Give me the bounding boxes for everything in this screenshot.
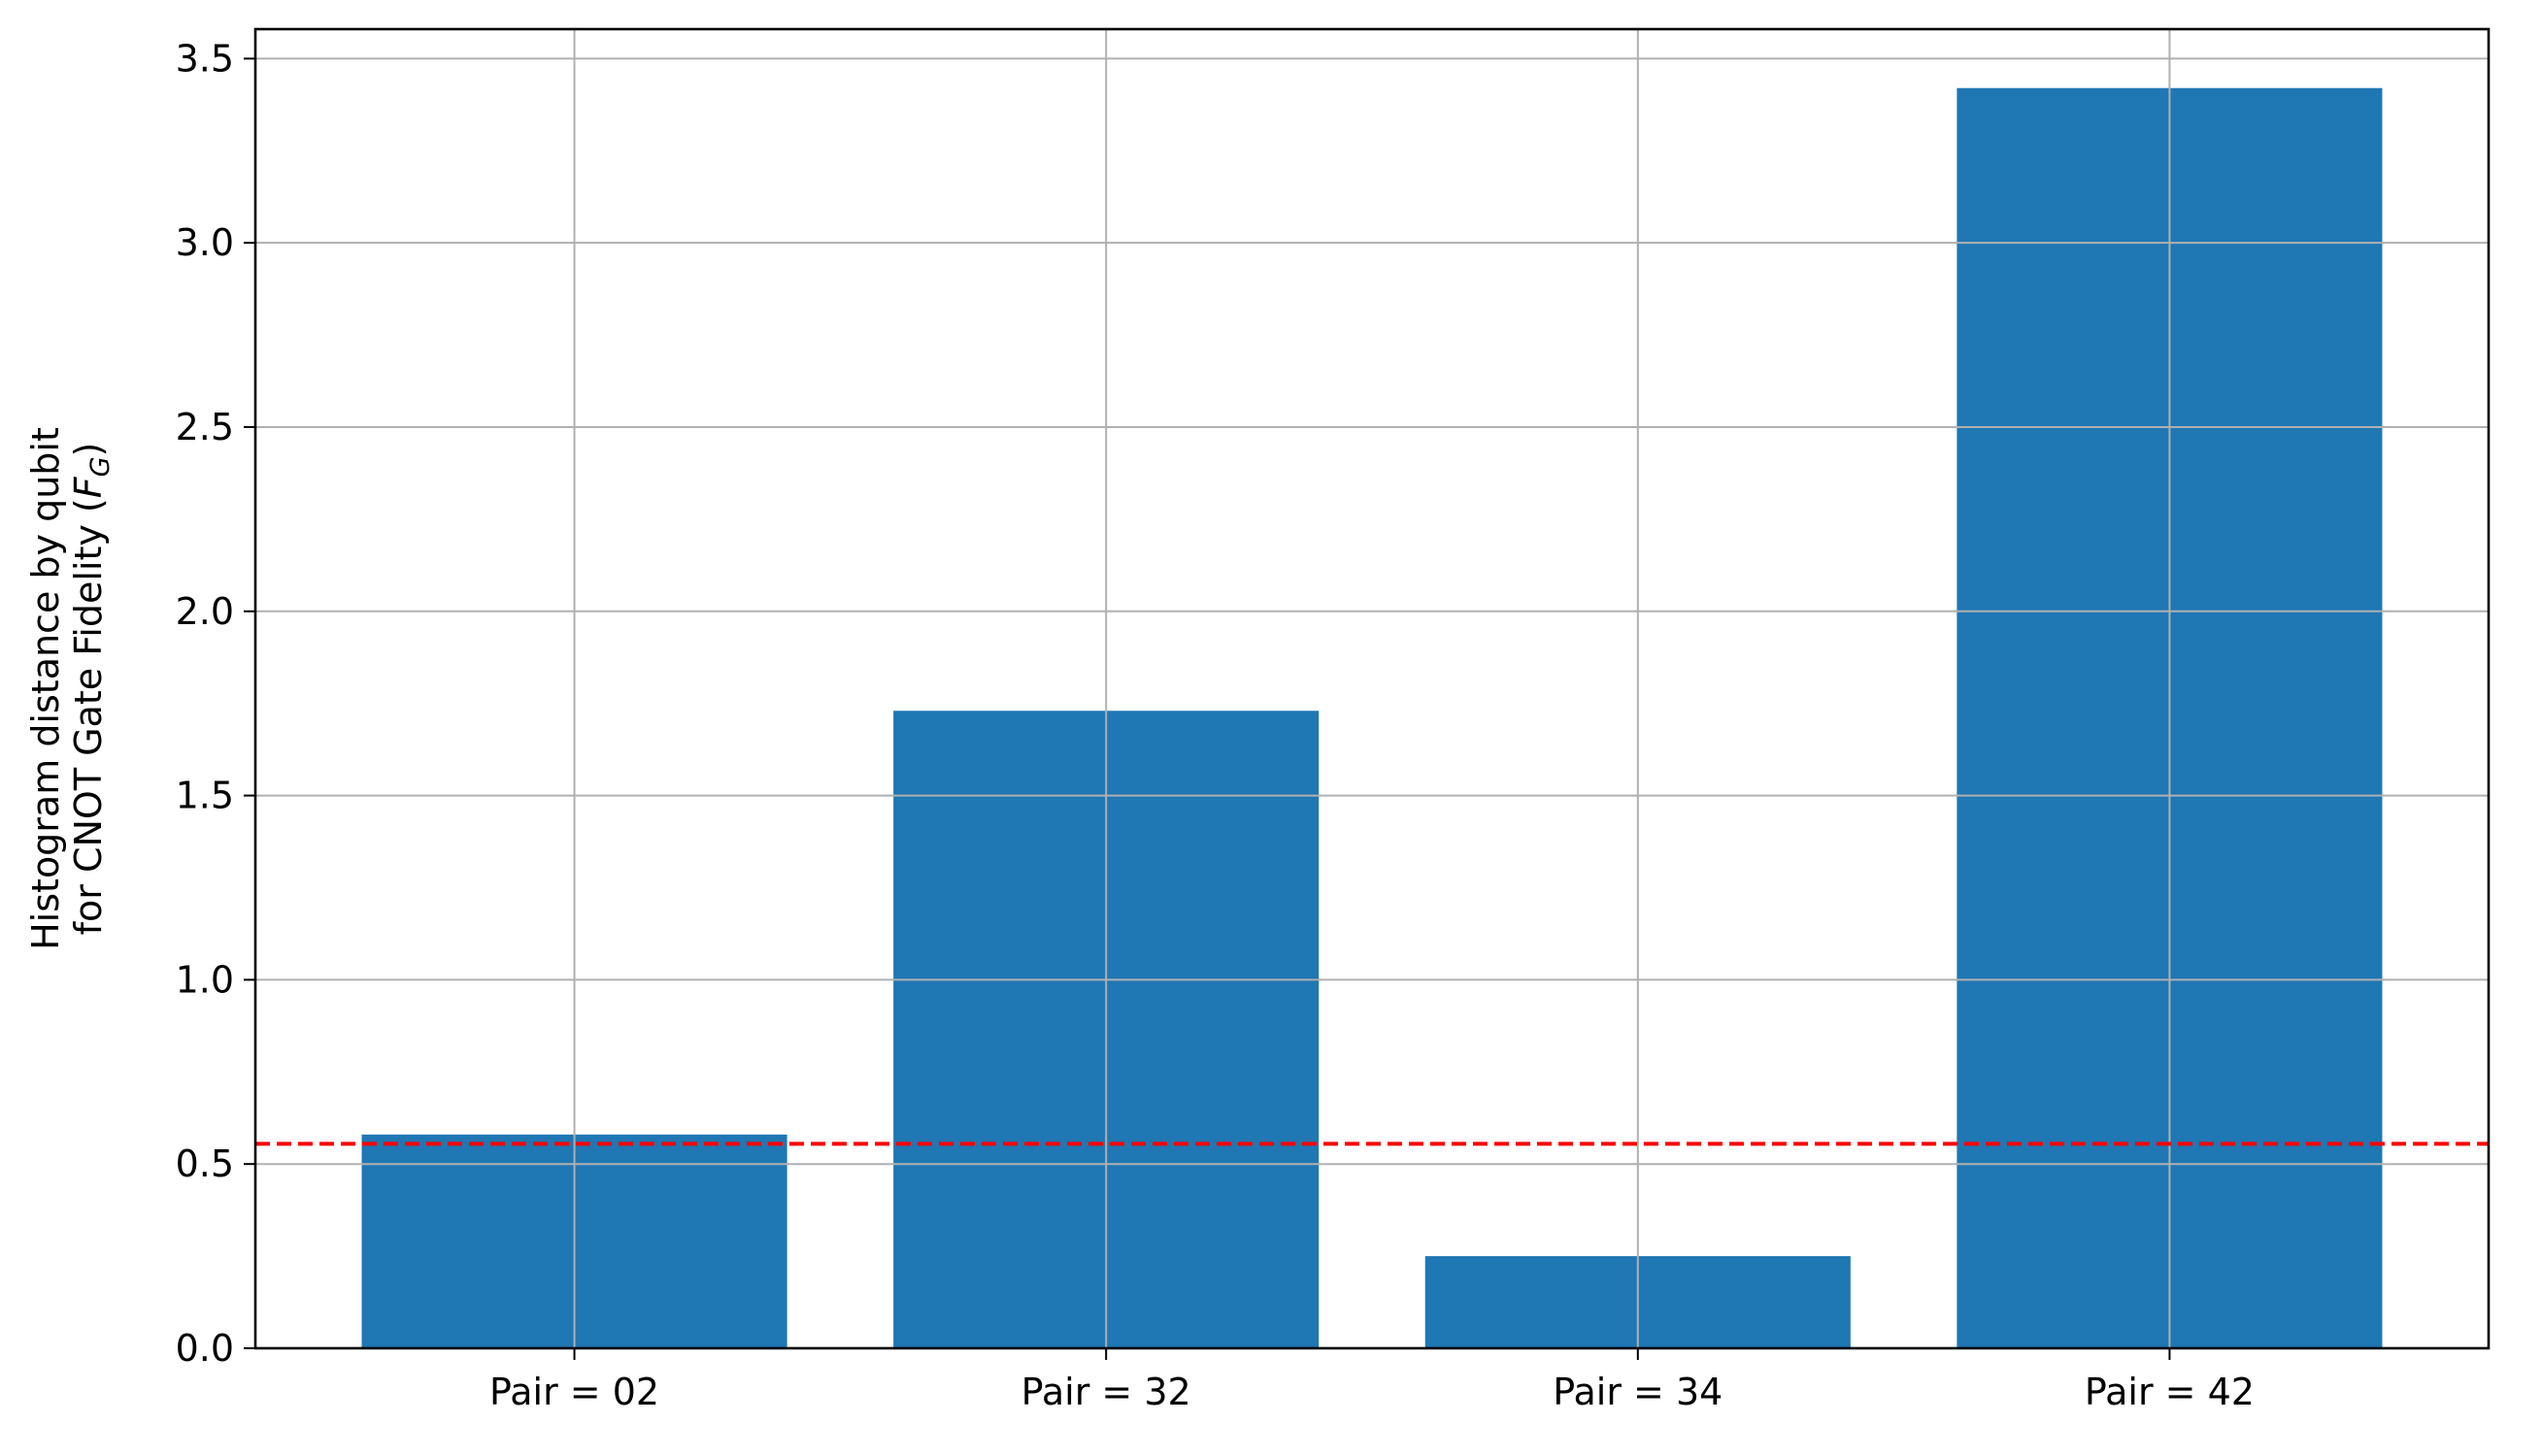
x-tick-label: Pair = 42 [2085,1371,2255,1413]
y-tick-label: 1.0 [176,958,234,1001]
y-tick-label: 2.0 [176,590,234,633]
y-tick-label: 3.5 [176,37,234,80]
y-axis-label-symbol: F [67,476,110,498]
x-axis: Pair = 02 Pair = 32 Pair = 34 Pair = 42 [489,1348,2255,1413]
y-tick-label: 2.5 [176,406,234,448]
plot-frame [253,27,2491,1350]
y-axis-label-close: ) [67,443,110,457]
y-tick-label: 0.0 [176,1327,234,1370]
y-tick-label: 3.0 [176,221,234,264]
y-axis: 0.0 0.5 1.0 1.5 2.0 2.5 3.0 3.5 [176,37,255,1370]
y-axis-label-subscript: G [85,456,116,477]
x-tick-label: Pair = 34 [1553,1371,1723,1413]
y-axis-label-line-1: Histogram distance by qubit [24,427,67,950]
y-tick-label: 1.5 [176,775,234,817]
y-axis-label-text: for CNOT Gate Fidelity ( [67,498,110,935]
y-axis-label-line-2: for CNOT Gate Fidelity (FG) [67,443,116,936]
y-tick-label: 0.5 [176,1142,234,1185]
bars-layer [361,87,2383,1348]
x-tick-label: Pair = 32 [1021,1371,1191,1413]
x-tick-label: Pair = 02 [489,1371,659,1413]
